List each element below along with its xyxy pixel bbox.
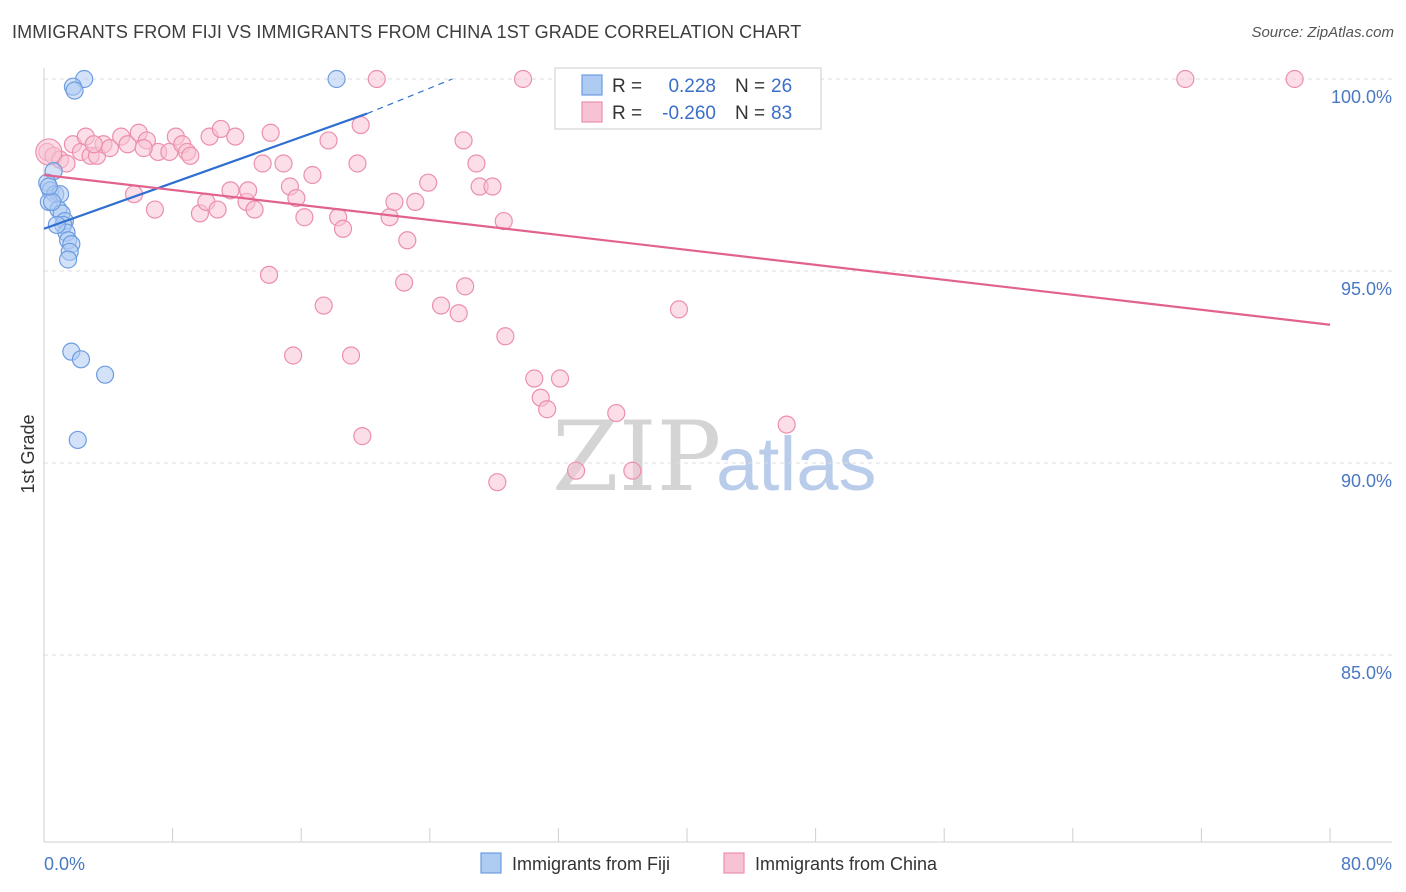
y-tick-label: 85.0%	[1341, 663, 1392, 683]
china-point	[1176, 69, 1195, 89]
china-point	[394, 273, 414, 292]
china-point	[333, 219, 353, 238]
fiji-point	[65, 81, 84, 100]
fiji-point	[327, 69, 346, 89]
legend-china-label: Immigrants from China	[755, 854, 938, 874]
china-point	[239, 181, 258, 200]
china-point	[550, 369, 570, 388]
source-label: Source: ZipAtlas.com	[1251, 24, 1394, 41]
china-point	[348, 154, 367, 173]
fiji-point	[59, 250, 78, 269]
china-trend-line	[43, 173, 1331, 326]
y-tick-label: 90.0%	[1341, 471, 1392, 491]
y-axis-title: 1st Grade	[18, 414, 38, 493]
china-point	[226, 127, 245, 146]
watermark: ZIP atlas	[552, 401, 877, 513]
stats-fiji-n-label: N =	[735, 76, 765, 97]
stats-fiji-swatch	[581, 74, 603, 96]
china-point	[538, 400, 557, 419]
gridlines	[44, 78, 1392, 656]
y-tick-labels: 100.0% 95.0% 90.0% 85.0%	[1331, 87, 1392, 683]
china-point	[367, 69, 386, 89]
china-point	[1285, 69, 1304, 89]
stats-china-n-value: 83	[771, 103, 792, 124]
china-point	[566, 461, 586, 480]
china-point	[245, 200, 264, 219]
watermark-zip: ZIP	[552, 401, 721, 513]
watermark-atlas: atlas	[716, 422, 877, 507]
fiji-trend-extension	[366, 78, 453, 115]
stats-fiji-r-value: 0.228	[668, 76, 716, 97]
stats-fiji-r-label: R =	[612, 76, 642, 97]
china-point	[607, 403, 626, 423]
china-point	[353, 427, 372, 446]
x-tick-label-min: 0.0%	[44, 854, 85, 874]
y-tick-label: 95.0%	[1341, 279, 1392, 299]
china-point	[454, 131, 473, 150]
china-point	[385, 192, 404, 211]
fiji-trend-line	[43, 112, 368, 230]
legend: Immigrants from Fiji Immigrants from Chi…	[480, 852, 938, 874]
china-point	[431, 296, 451, 315]
legend-fiji-label: Immigrants from Fiji	[512, 854, 670, 874]
china-point	[669, 300, 689, 319]
china-point	[208, 200, 227, 219]
stats-box: R = 0.228 N = 26 R = -0.260 N = 83	[554, 67, 822, 130]
fiji-point	[95, 365, 115, 384]
fiji-point	[42, 192, 62, 211]
stats-china-n-label: N =	[735, 103, 765, 124]
china-point	[419, 173, 438, 192]
fiji-point	[68, 430, 87, 450]
china-point	[295, 208, 314, 227]
china-point	[406, 192, 425, 211]
chart-title: IMMIGRANTS FROM FIJI VS IMMIGRANTS FROM …	[12, 22, 802, 42]
china-point	[253, 154, 272, 173]
fiji-points	[38, 69, 346, 450]
legend-fiji-swatch	[480, 852, 502, 874]
china-point	[398, 231, 417, 250]
china-point	[221, 181, 240, 200]
china-point	[341, 346, 361, 365]
china-point	[145, 200, 165, 219]
china-point	[134, 139, 153, 158]
china-point	[319, 131, 338, 150]
china-point	[777, 415, 796, 434]
axes	[43, 68, 1392, 843]
china-point	[181, 146, 200, 165]
china-point	[449, 304, 468, 323]
china-point	[274, 154, 293, 173]
trend-lines	[43, 78, 1331, 326]
legend-china-swatch	[723, 852, 745, 874]
stats-china-swatch	[581, 101, 603, 123]
china-point	[456, 277, 475, 296]
x-tick-label-max: 80.0%	[1341, 854, 1392, 874]
china-point	[35, 138, 63, 166]
china-point	[513, 69, 533, 89]
china-point	[623, 461, 642, 480]
china-point	[496, 327, 515, 346]
china-point	[259, 265, 279, 284]
china-point	[488, 473, 507, 492]
china-point	[303, 165, 322, 185]
china-point	[467, 154, 486, 173]
china-point	[284, 346, 303, 365]
china-point	[84, 135, 103, 154]
stats-china-r-label: R =	[612, 103, 642, 124]
china-point	[380, 208, 399, 227]
stats-china-r-value: -0.260	[662, 103, 716, 124]
stats-fiji-n-value: 26	[771, 76, 792, 97]
y-tick-label: 100.0%	[1331, 87, 1392, 107]
china-point	[211, 119, 230, 139]
china-point	[287, 188, 306, 208]
fiji-point	[71, 350, 91, 369]
china-point	[261, 123, 280, 142]
china-point	[483, 177, 502, 196]
fiji-point	[39, 177, 58, 196]
china-point	[314, 296, 333, 315]
china-point	[525, 369, 544, 388]
